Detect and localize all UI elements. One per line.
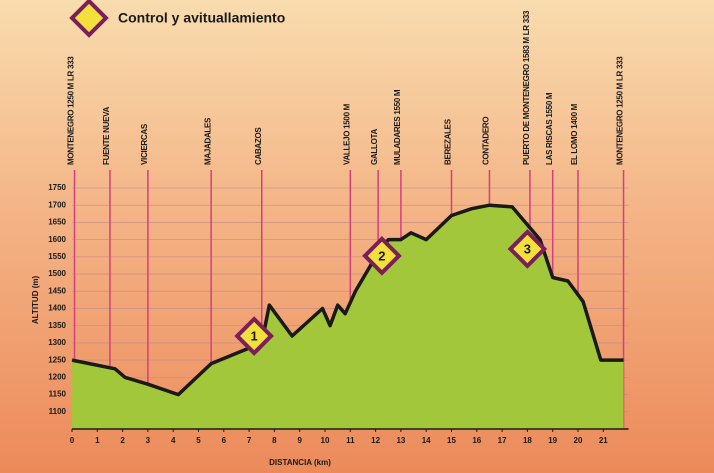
x-tick-label: 12	[371, 436, 380, 445]
y-tick-label: 1200	[48, 372, 66, 381]
x-tick-label: 11	[346, 436, 355, 445]
waypoint-label: MONTENEGRO 1250 M LR 333	[67, 56, 76, 165]
x-tick-label: 6	[222, 436, 227, 445]
control-label: 3	[524, 241, 531, 256]
y-tick-label: 1600	[48, 235, 66, 244]
y-tick-label: 1550	[48, 252, 66, 261]
y-axis-label: ALTITUD (m)	[31, 276, 40, 325]
x-tick-label: 15	[447, 436, 456, 445]
x-tick-label: 4	[171, 436, 176, 445]
control-label: 2	[378, 248, 385, 263]
x-tick-label: 8	[272, 436, 277, 445]
y-tick-label: 1400	[48, 304, 66, 313]
control-marker	[362, 236, 402, 276]
waypoint-label: CONTADERO	[482, 117, 491, 165]
x-tick-label: 5	[196, 436, 201, 445]
control-label: 1	[251, 328, 258, 343]
waypoint-label: PUERTO DE MONTENEGRO 1583 M LR 333	[522, 10, 531, 165]
x-tick-label: 16	[472, 436, 481, 445]
y-tick-label: 1350	[48, 321, 66, 330]
y-tick-label: 1650	[48, 218, 66, 227]
waypoint-label: GALLOTA	[370, 129, 379, 165]
waypoint-label: LAS RISCAS 1550 M	[545, 92, 554, 165]
y-tick-label: 1500	[48, 269, 66, 278]
y-tick-label: 1150	[49, 390, 67, 399]
x-tick-label: 20	[574, 436, 583, 445]
waypoint-label: BEREZALES	[444, 118, 453, 165]
waypoint-label: MULADARES 1550 M	[393, 89, 402, 165]
x-tick-label: 7	[247, 436, 252, 445]
x-axis-label: DISTANCIA (km)	[269, 458, 331, 467]
x-tick-label: 21	[599, 436, 608, 445]
y-tick-label: 1450	[48, 286, 66, 295]
x-tick-label: 1	[95, 436, 100, 445]
control-marker	[507, 229, 548, 269]
area-fill	[72, 205, 624, 429]
waypoint-label: MONTENEGRO 1250 M LR 333	[616, 56, 625, 165]
y-tick-label: 1300	[48, 338, 66, 347]
legend-label: Control y avituallamiento	[118, 10, 285, 26]
x-tick-label: 17	[498, 436, 507, 445]
x-tick-label: 3	[146, 436, 151, 445]
x-tick-label: 0	[70, 436, 75, 445]
x-tick-label: 9	[297, 436, 302, 445]
waypoint-label: VICIERCAS	[140, 123, 149, 165]
waypoint-label: MAJADALES	[203, 117, 212, 165]
x-tick-label: 10	[321, 436, 330, 445]
x-tick-label: 19	[548, 436, 557, 445]
x-tick-label: 2	[120, 436, 125, 445]
legend-symbol	[69, 0, 109, 38]
y-tick-label: 1100	[49, 407, 67, 416]
waypoint-label: FUENTE NUEVA	[102, 106, 111, 165]
control-marker	[234, 316, 274, 356]
waypoint-label: VALLEJO 1500 M	[342, 103, 351, 165]
x-tick-label: 18	[523, 436, 532, 445]
waypoint-label: CABAZOS	[254, 127, 263, 165]
y-tick-label: 1750	[48, 183, 66, 192]
y-tick-label: 1700	[48, 200, 66, 209]
waypoint-label: EL LOMO 1400 M	[570, 103, 579, 165]
x-tick-label: 14	[422, 436, 431, 445]
y-tick-label: 1250	[48, 355, 66, 364]
x-tick-label: 13	[396, 436, 405, 445]
